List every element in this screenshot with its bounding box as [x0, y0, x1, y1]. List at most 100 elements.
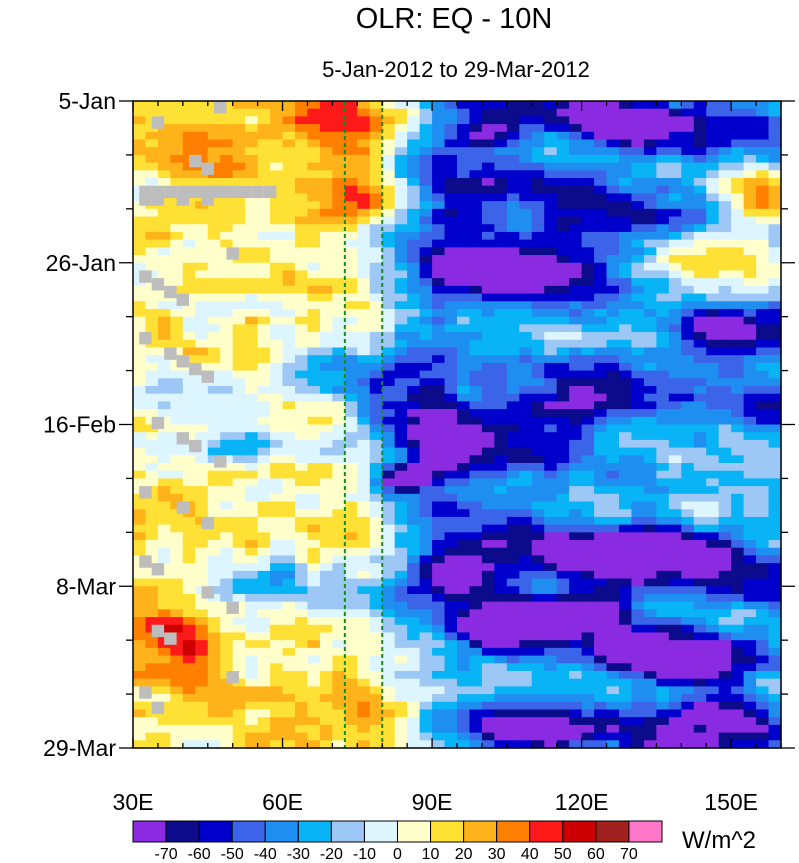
- heatmap-cell: [145, 694, 159, 703]
- heatmap-cell: [519, 147, 533, 156]
- heatmap-cell: [693, 563, 707, 572]
- heatmap-cell: [619, 501, 633, 510]
- heatmap-cell: [681, 670, 695, 680]
- heatmap-cell: [656, 455, 670, 464]
- heatmap-cell: [494, 709, 508, 718]
- heatmap-cell: [619, 247, 633, 256]
- heatmap-cell: [195, 393, 209, 402]
- heatmap-cell: [768, 401, 782, 410]
- heatmap-cell: [182, 201, 196, 210]
- heatmap-cell: [444, 717, 458, 726]
- heatmap-cell: [444, 147, 458, 156]
- heatmap-cell: [369, 224, 383, 233]
- heatmap-cell: [756, 231, 770, 241]
- heatmap-cell: [307, 578, 321, 587]
- heatmap-cell: [257, 555, 271, 564]
- heatmap-cell: [195, 224, 209, 233]
- heatmap-cell: [457, 563, 471, 572]
- heatmap-cell: [706, 332, 720, 341]
- heatmap-cell: [656, 694, 670, 703]
- heatmap-cell: [731, 255, 745, 264]
- heatmap-cell: [157, 740, 171, 749]
- heatmap-cell: [232, 101, 246, 110]
- heatmap-cell: [444, 316, 458, 325]
- heatmap-cell: [706, 655, 720, 664]
- heatmap-cell: [718, 116, 732, 125]
- heatmap-cell: [282, 147, 296, 156]
- heatmap-cell: [569, 724, 583, 734]
- heatmap-cell: [556, 655, 570, 664]
- heatmap-cell: [469, 170, 483, 179]
- heatmap-cell: [407, 208, 421, 218]
- heatmap-cell: [419, 439, 433, 449]
- heatmap-cell: [619, 324, 633, 333]
- heatmap-cell: [693, 178, 707, 187]
- heatmap-cell: [344, 470, 358, 480]
- heatmap-cell: [319, 247, 333, 256]
- heatmap-cell: [581, 308, 595, 318]
- heatmap-cell: [681, 332, 695, 341]
- heatmap-cell: [307, 324, 321, 333]
- heatmap-cell: [282, 293, 296, 302]
- heatmap-cell: [731, 270, 745, 279]
- heatmap-cell: [606, 108, 620, 117]
- heatmap-cell: [220, 570, 234, 580]
- heatmap-cell: [307, 170, 321, 179]
- heatmap-cell: [195, 463, 209, 472]
- heatmap-cell: [544, 478, 558, 487]
- heatmap-cell: [282, 409, 296, 418]
- heatmap-cell: [357, 432, 371, 441]
- heatmap-cell: [756, 516, 770, 526]
- heatmap-cell: [706, 524, 720, 533]
- heatmap-cell: [619, 416, 633, 426]
- heatmap-cell: [382, 231, 396, 241]
- heatmap-cell: [544, 378, 558, 387]
- heatmap-cell: [257, 170, 271, 179]
- heatmap-cell: [245, 578, 259, 587]
- heatmap-cell: [619, 370, 633, 379]
- heatmap-cell: [257, 208, 271, 218]
- heatmap-cell: [569, 509, 583, 518]
- heatmap-cell: [270, 593, 284, 603]
- heatmap-cell: [407, 409, 421, 418]
- heatmap-cell: [332, 416, 346, 426]
- heatmap-cell: [332, 139, 346, 148]
- heatmap-cell: [506, 586, 520, 595]
- heatmap-cell: [282, 332, 296, 341]
- heatmap-cell: [643, 370, 657, 379]
- heatmap-cell: [407, 663, 421, 672]
- heatmap-cell: [594, 170, 608, 179]
- heatmap-cell: [257, 447, 271, 456]
- heatmap-cell: [619, 439, 633, 449]
- heatmap-cell: [519, 524, 533, 533]
- heatmap-cell: [157, 570, 171, 580]
- heatmap-cell: [307, 486, 321, 495]
- heatmap-cell: [407, 563, 421, 572]
- heatmap-cell: [295, 362, 309, 372]
- heatmap-cell: [693, 301, 707, 310]
- heatmap-cell: [307, 208, 321, 218]
- heatmap-cell: [344, 239, 358, 248]
- heatmap-cell: [643, 593, 657, 603]
- heatmap-cell: [656, 362, 670, 372]
- heatmap-cell: [182, 393, 196, 402]
- heatmap-cell: [506, 524, 520, 533]
- heatmap-cell: [656, 586, 670, 595]
- heatmap-cell: [718, 439, 732, 449]
- heatmap-cell: [344, 493, 358, 503]
- heatmap-cell: [357, 301, 371, 310]
- heatmap-cell: [693, 647, 707, 657]
- heatmap-cell: [220, 740, 234, 749]
- heatmap-cell: [631, 609, 645, 618]
- heatmap-cell: [307, 555, 321, 564]
- missing-data-cell: [189, 154, 202, 168]
- heatmap-cell: [581, 578, 595, 587]
- heatmap-cell: [594, 224, 608, 233]
- heatmap-cell: [357, 516, 371, 526]
- heatmap-cell: [332, 624, 346, 634]
- heatmap-cell: [407, 201, 421, 210]
- heatmap-cell: [731, 201, 745, 210]
- heatmap-cell: [619, 686, 633, 695]
- heatmap-cell: [531, 624, 545, 634]
- heatmap-cell: [444, 601, 458, 610]
